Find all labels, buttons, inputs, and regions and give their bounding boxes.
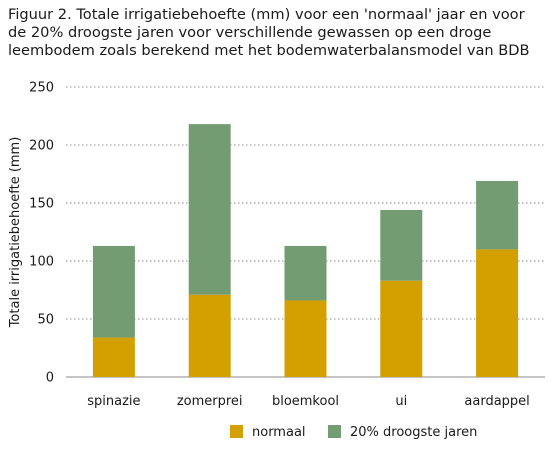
- chart-title: Figuur 2. Totale irrigatiebehoefte (mm) …: [8, 6, 556, 60]
- category-labels: spinazie zomerprei bloemkool ui aardappel: [87, 394, 530, 409]
- legend-label: normaal: [252, 425, 306, 440]
- bar-zomerprei-droogste: [188, 124, 231, 295]
- title-line-1: Figuur 2. Totale irrigatiebehoefte (mm) …: [8, 6, 525, 23]
- bar-zomerprei-normaal: [188, 294, 231, 377]
- title-line-2: de 20% droogste jaren voor verschillende…: [8, 24, 492, 41]
- y-tick-label: 200: [29, 139, 54, 154]
- legend: normaal 20% droogste jaren: [230, 425, 477, 440]
- bars: [92, 124, 519, 377]
- bar-ui-normaal: [380, 280, 423, 377]
- title-line-3: leembodem zoals berekend met het bodemwa…: [8, 42, 530, 59]
- bar-aardappel-normaal: [476, 249, 519, 377]
- bar-bloemkool-droogste: [284, 245, 327, 301]
- y-tick-label: 150: [29, 197, 54, 212]
- y-tick-label: 100: [29, 255, 54, 270]
- category-label: aardappel: [464, 394, 529, 409]
- y-tick-label: 50: [37, 313, 54, 328]
- legend-label: 20% droogste jaren: [350, 425, 477, 440]
- category-label: zomerprei: [177, 394, 243, 409]
- legend-swatch: [230, 425, 243, 438]
- y-tick-label: 0: [46, 371, 54, 386]
- bar-spinazie-normaal: [92, 337, 135, 377]
- y-tick-label: 250: [29, 81, 54, 96]
- category-label: spinazie: [87, 394, 140, 409]
- y-axis-label: Totale irrigatiebehoefte (mm): [8, 137, 23, 329]
- bar-aardappel-droogste: [476, 180, 519, 250]
- category-label: ui: [395, 394, 407, 409]
- bar-bloemkool-normaal: [284, 300, 327, 377]
- bar-ui-droogste: [380, 209, 423, 281]
- y-tick-labels: 0 50 100 150 200 250: [29, 81, 54, 386]
- bar-spinazie-droogste: [92, 245, 135, 338]
- category-label: bloemkool: [272, 394, 339, 409]
- legend-swatch: [328, 425, 341, 438]
